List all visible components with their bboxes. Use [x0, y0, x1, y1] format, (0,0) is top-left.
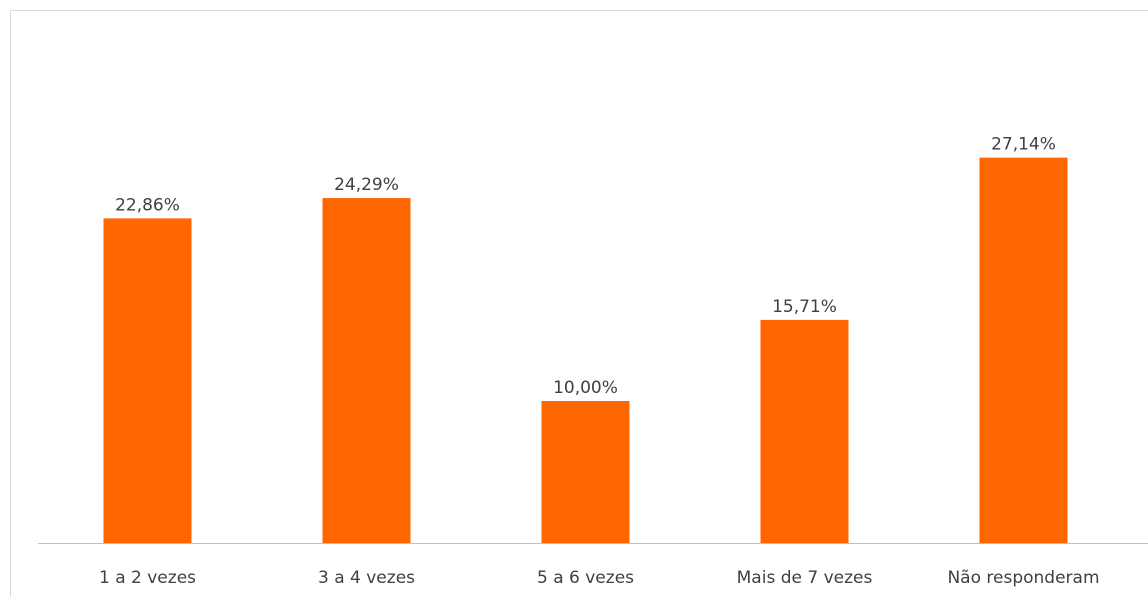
- x-tick-label: 5 a 6 vezes: [537, 568, 634, 588]
- data-label: 24,29%: [334, 175, 399, 195]
- x-tick-label: Mais de 7 vezes: [737, 568, 873, 588]
- bar: [760, 319, 849, 543]
- data-label: 27,14%: [991, 135, 1056, 155]
- data-label: 10,00%: [553, 378, 618, 398]
- x-tick-label: Não responderam: [947, 568, 1099, 588]
- x-tick-label: 3 a 4 vezes: [318, 568, 415, 588]
- x-tick-label: 1 a 2 vezes: [99, 568, 196, 588]
- bar: [979, 157, 1068, 543]
- data-label: 22,86%: [115, 195, 180, 215]
- bar: [103, 218, 192, 543]
- data-label: 15,71%: [772, 297, 837, 317]
- bar: [541, 401, 630, 543]
- chart-frame: [10, 10, 1148, 597]
- bar: [322, 198, 411, 543]
